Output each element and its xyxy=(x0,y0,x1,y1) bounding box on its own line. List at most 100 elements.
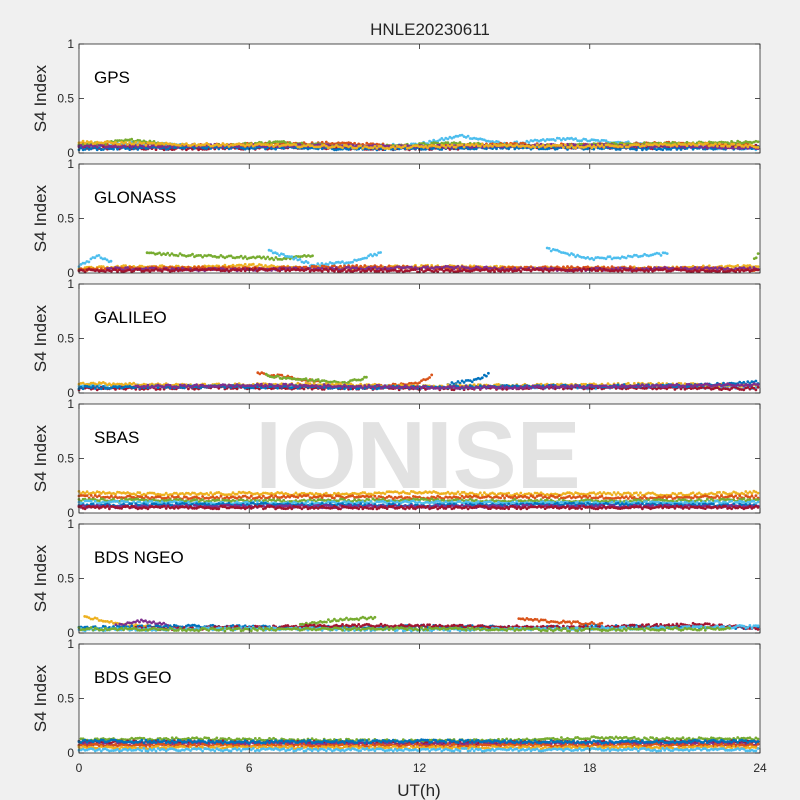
panel-label: GLONASS xyxy=(94,188,176,207)
data-point xyxy=(81,139,85,143)
data-point xyxy=(341,260,344,264)
data-point xyxy=(353,141,356,145)
data-point xyxy=(716,144,719,148)
data-point xyxy=(620,145,624,149)
data-point xyxy=(570,136,573,140)
data-point xyxy=(557,137,561,140)
data-point xyxy=(79,143,83,147)
data-point xyxy=(359,144,363,148)
data-point xyxy=(343,268,346,271)
data-point xyxy=(714,142,717,146)
data-point xyxy=(596,139,600,142)
data-point xyxy=(187,387,190,391)
data-point xyxy=(176,254,180,258)
data-point xyxy=(608,255,612,259)
data-point xyxy=(436,139,440,143)
plot-area xyxy=(79,284,760,393)
data-point xyxy=(626,381,630,385)
data-point xyxy=(235,387,239,391)
data-point xyxy=(746,145,750,149)
y-axis-label: S4 Index xyxy=(31,184,50,252)
data-point xyxy=(251,262,255,266)
data-point xyxy=(468,137,472,140)
data-point xyxy=(519,142,523,145)
data-point xyxy=(444,146,448,149)
data-point xyxy=(685,144,689,148)
data-point xyxy=(495,147,498,151)
data-point xyxy=(560,144,563,147)
data-point xyxy=(515,140,519,144)
data-point xyxy=(298,258,302,261)
data-point xyxy=(616,140,620,144)
data-point xyxy=(458,134,462,137)
data-point xyxy=(697,266,701,269)
y-tick-label: 0.5 xyxy=(57,92,74,106)
data-point xyxy=(541,138,545,141)
data-point xyxy=(748,266,752,270)
data-point xyxy=(446,137,450,141)
plot-area xyxy=(79,44,760,153)
data-point xyxy=(714,266,717,269)
data-point xyxy=(128,148,132,152)
data-point xyxy=(497,140,500,144)
data-point xyxy=(128,268,132,272)
data-point xyxy=(562,146,565,149)
data-point xyxy=(705,141,709,145)
data-point xyxy=(142,141,146,145)
data-point xyxy=(460,133,464,137)
data-point xyxy=(193,142,196,146)
data-point xyxy=(410,142,413,146)
data-point xyxy=(570,144,573,147)
data-point xyxy=(485,139,488,143)
data-point xyxy=(756,252,760,256)
data-point xyxy=(519,270,523,273)
data-point xyxy=(728,144,731,148)
data-point xyxy=(351,260,354,264)
data-point xyxy=(428,139,431,143)
data-point xyxy=(525,139,529,143)
data-point xyxy=(306,267,310,271)
data-point xyxy=(596,269,600,272)
data-point xyxy=(647,269,650,273)
data-point xyxy=(290,255,294,259)
data-point xyxy=(756,265,760,268)
data-point xyxy=(361,377,364,381)
data-point xyxy=(330,142,334,145)
data-point xyxy=(450,136,454,140)
data-point xyxy=(95,145,99,149)
data-point xyxy=(592,258,596,262)
data-point xyxy=(97,254,101,257)
data-point xyxy=(480,138,484,141)
data-point xyxy=(339,382,342,386)
data-point xyxy=(326,269,330,273)
data-point xyxy=(560,138,563,142)
data-point xyxy=(578,267,581,271)
data-point xyxy=(365,256,368,260)
data-point xyxy=(564,143,567,147)
data-point xyxy=(241,267,245,271)
data-point xyxy=(379,264,383,268)
data-point xyxy=(480,142,484,146)
data-point xyxy=(306,261,310,265)
data-point xyxy=(170,145,174,149)
data-point xyxy=(460,143,464,147)
data-point xyxy=(720,267,723,271)
data-point xyxy=(311,254,314,258)
data-point xyxy=(586,139,590,143)
data-point xyxy=(580,269,583,273)
data-point xyxy=(553,139,557,142)
data-point xyxy=(472,136,476,140)
data-point xyxy=(403,144,407,148)
data-point xyxy=(324,140,328,144)
data-point xyxy=(485,374,488,378)
data-point xyxy=(454,134,458,138)
data-point xyxy=(756,140,760,144)
data-point xyxy=(456,265,460,268)
data-point xyxy=(345,141,348,145)
data-point xyxy=(126,143,129,146)
data-point xyxy=(243,255,247,259)
data-point xyxy=(464,136,468,139)
